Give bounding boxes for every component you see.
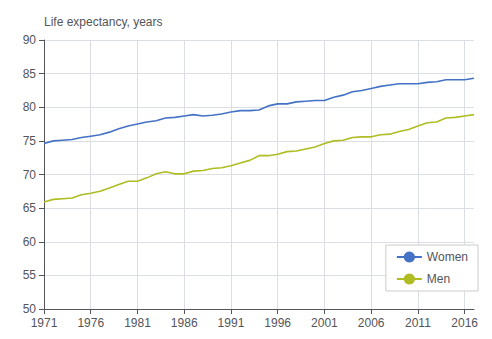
svg-text:85: 85 — [23, 67, 37, 81]
svg-text:1971: 1971 — [31, 316, 58, 330]
svg-text:1996: 1996 — [264, 316, 291, 330]
svg-text:Men: Men — [427, 272, 450, 286]
svg-text:80: 80 — [23, 100, 37, 114]
svg-text:2006: 2006 — [358, 316, 385, 330]
svg-text:Women: Women — [427, 250, 468, 264]
svg-text:75: 75 — [23, 134, 37, 148]
svg-text:70: 70 — [23, 168, 37, 182]
svg-text:Life expectancy, years: Life expectancy, years — [44, 15, 163, 29]
svg-text:2011: 2011 — [405, 316, 431, 330]
svg-text:1991: 1991 — [218, 316, 245, 330]
svg-text:50: 50 — [23, 302, 37, 316]
svg-text:65: 65 — [23, 201, 37, 215]
svg-text:2016: 2016 — [451, 316, 478, 330]
svg-text:1981: 1981 — [124, 316, 151, 330]
svg-text:1986: 1986 — [171, 316, 198, 330]
svg-text:90: 90 — [23, 33, 37, 47]
svg-text:2001: 2001 — [311, 316, 338, 330]
svg-text:60: 60 — [23, 235, 37, 249]
svg-text:55: 55 — [23, 268, 37, 282]
svg-text:1976: 1976 — [77, 316, 104, 330]
